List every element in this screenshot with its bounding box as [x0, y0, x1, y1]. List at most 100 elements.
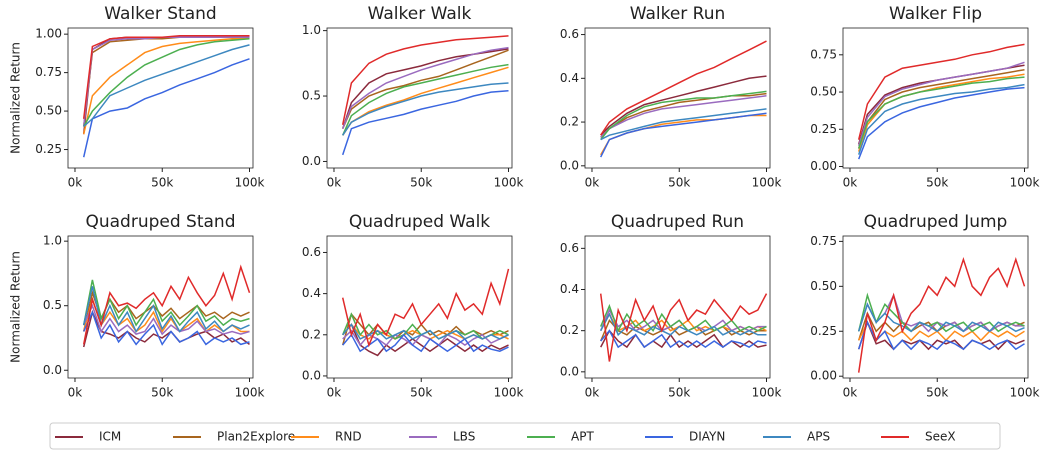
- y-tick-label: 0.0: [302, 154, 321, 168]
- y-tick-label: 0.25: [35, 142, 62, 156]
- x-tick-label: 50k: [410, 386, 432, 400]
- series-line: [342, 63, 509, 136]
- plot-frame: [842, 235, 1029, 379]
- y-tick-label: 0.2: [302, 327, 321, 341]
- series-line: [600, 90, 767, 141]
- series-line: [857, 320, 1025, 351]
- series-line: [82, 34, 250, 127]
- series-line: [600, 108, 767, 141]
- series-line: [600, 75, 767, 136]
- chart-title: Quadruped Jump: [864, 212, 1008, 232]
- series-line: [83, 303, 250, 336]
- y-tick-label: 0.75: [35, 65, 62, 79]
- series-line: [82, 36, 250, 127]
- plot-frame: [326, 235, 513, 379]
- plot-frame: [67, 235, 254, 379]
- series-line: [341, 35, 509, 125]
- series-line: [82, 38, 250, 135]
- series-line: [342, 329, 509, 347]
- series-line: [600, 318, 767, 342]
- legend-label: ICM: [99, 430, 121, 444]
- x-tick-label: 50k: [926, 386, 948, 400]
- y-tick-label: 0.5: [43, 298, 62, 312]
- plot-frame: [67, 27, 254, 169]
- legend-label: Plan2Explore: [217, 430, 295, 444]
- y-tick-label: 0.25: [810, 324, 837, 338]
- series-line: [857, 43, 1025, 140]
- x-tick-label: 100k: [235, 386, 265, 400]
- y-tick-label: 0.75: [810, 47, 837, 61]
- plot-frame: [584, 27, 771, 169]
- y-tick-label: 0.0: [43, 363, 62, 377]
- chart-title: Quadruped Run: [611, 212, 744, 232]
- y-tick-label: 0.0: [560, 364, 579, 378]
- legend-label: APT: [571, 430, 594, 444]
- legend-label: APS: [807, 430, 830, 444]
- series-line: [600, 112, 767, 158]
- series-line: [857, 61, 1025, 146]
- legend-label: SeeX: [925, 430, 956, 444]
- series-line: [857, 256, 1026, 373]
- x-tick-label: 0k: [327, 176, 342, 190]
- y-tick-label: 0.6: [560, 241, 579, 255]
- series-line: [82, 34, 250, 135]
- x-tick-label: 0k: [585, 386, 600, 400]
- y-tick-label: 0.25: [810, 122, 837, 136]
- y-tick-label: 0.4: [302, 286, 321, 300]
- series-line: [600, 40, 767, 136]
- x-tick-label: 100k: [494, 176, 524, 190]
- y-tick-label: 0.4: [560, 71, 579, 85]
- y-tick-label: 0.0: [302, 368, 321, 382]
- x-tick-label: 100k: [235, 176, 265, 190]
- chart-title: Quadruped Walk: [349, 212, 490, 232]
- x-tick-label: 100k: [1010, 176, 1040, 190]
- series-line: [600, 329, 767, 349]
- series-line: [342, 46, 509, 129]
- series-line: [599, 293, 768, 362]
- series-line: [858, 86, 1025, 160]
- legend-box: [49, 422, 1001, 450]
- x-tick-label: 0k: [327, 386, 342, 400]
- plot-frame: [842, 27, 1029, 169]
- series-line: [341, 48, 509, 129]
- y-tick-label: 0.50: [810, 85, 837, 99]
- y-tick-label: 0.6: [302, 245, 321, 259]
- series-line: [82, 34, 250, 119]
- y-tick-label: 0.50: [810, 279, 837, 293]
- legend-label: RND: [335, 430, 362, 444]
- series-line: [82, 286, 250, 334]
- plot-frame: [326, 27, 513, 169]
- series-line: [600, 114, 767, 156]
- y-axis-label: Normalized Return: [9, 251, 23, 363]
- y-tick-label: 0.2: [560, 323, 579, 337]
- chart-title: Walker Run: [630, 4, 726, 24]
- x-tick-label: 100k: [1010, 386, 1040, 400]
- y-tick-label: 0.6: [560, 27, 579, 41]
- x-tick-label: 50k: [151, 386, 173, 400]
- series-line: [82, 279, 250, 327]
- series-line: [83, 38, 250, 127]
- y-tick-label: 0.00: [810, 369, 837, 383]
- chart-title: Walker Flip: [889, 4, 982, 24]
- series-line: [342, 333, 509, 353]
- y-tick-label: 0.2: [560, 115, 579, 129]
- y-tick-label: 0.5: [302, 89, 321, 103]
- legend-label: LBS: [453, 430, 475, 444]
- x-tick-label: 50k: [151, 176, 173, 190]
- x-tick-label: 100k: [752, 386, 782, 400]
- y-tick-label: 0.0: [560, 158, 579, 172]
- series-line: [342, 49, 509, 130]
- series-line: [857, 83, 1025, 155]
- x-tick-label: 0k: [68, 386, 83, 400]
- series-line: [342, 323, 509, 357]
- y-tick-label: 0.4: [560, 282, 579, 296]
- chart-title: Quadruped Stand: [85, 212, 235, 232]
- y-tick-label: 1.00: [35, 27, 62, 41]
- series-line: [857, 68, 1025, 149]
- x-tick-label: 0k: [68, 176, 83, 190]
- chart-title: Walker Walk: [368, 4, 472, 24]
- series-line: [83, 44, 250, 128]
- x-tick-label: 50k: [926, 176, 948, 190]
- x-tick-label: 0k: [843, 176, 858, 190]
